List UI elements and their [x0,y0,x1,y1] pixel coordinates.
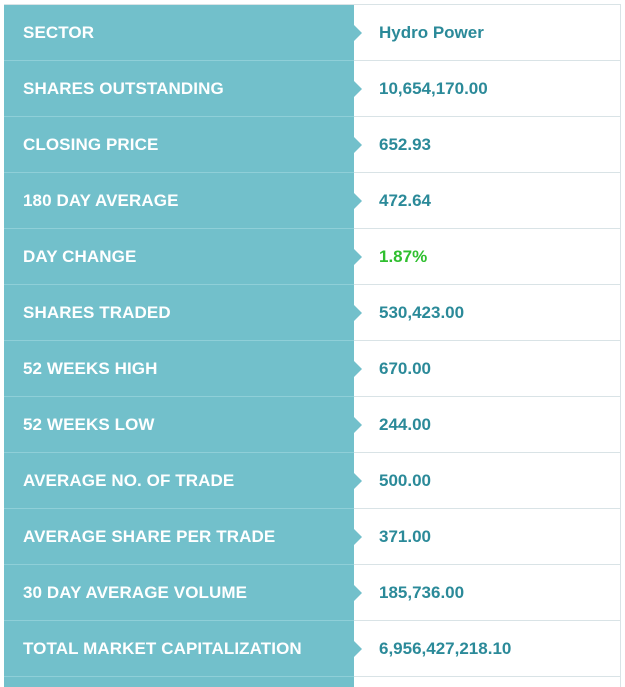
row-value: 500.00 [379,470,431,490]
row-value: Hydro Power [379,22,484,42]
row-value: 530,423.00 [379,302,465,322]
row-label: SHARES OUTSTANDING [23,78,224,98]
label-cell: DAY CHANGE [4,229,362,285]
value-cell: 530,423.00 [354,285,621,340]
row-sector: SECTOR Hydro Power [4,5,621,61]
row-52-weeks-low: 52 WEEKS LOW 244.00 [4,397,621,453]
value-cell: 10,654,170.00 [354,61,621,116]
row-shares-outstanding: SHARES OUTSTANDING 10,654,170.00 [4,61,621,117]
row-label: AVERAGE SHARE PER TRADE [23,526,276,546]
row-label: AVERAGE NO. OF TRADE [23,470,235,490]
row-value: 371.00 [379,526,431,546]
value-cell: 500.00 [354,453,621,508]
row-day-change: DAY CHANGE 1.87% [4,229,621,285]
row-label: 180 DAY AVERAGE [23,190,179,210]
row-label: TOTAL MARKET CAPITALIZATION [23,638,302,658]
value-cell: Hydro Power [354,5,621,60]
value-cell: 371.00 [354,509,621,564]
row-30-day-average-volume: 30 DAY AVERAGE VOLUME 185,736.00 [4,565,621,621]
value-cell: 244.00 [354,397,621,452]
label-cell: SHARES OUTSTANDING [4,61,362,117]
row-value: 670.00 [379,358,431,378]
row-closing-price: CLOSING PRICE 652.93 [4,117,621,173]
label-cell: AVERAGE SHARE PER TRADE [4,509,362,565]
row-label: SHARES TRADED [23,302,171,322]
row-52-weeks-high: 52 WEEKS HIGH 670.00 [4,341,621,397]
row-label: SECTOR [23,22,95,42]
row-label: 30 DAY AVERAGE VOLUME [23,582,248,602]
row-shares-traded: SHARES TRADED 530,423.00 [4,285,621,341]
row-label: 52 WEEKS HIGH [23,358,158,378]
row-average-no-of-trade: AVERAGE NO. OF TRADE 500.00 [4,453,621,509]
value-cell: 1.87% [354,229,621,284]
label-cell: SECTOR [4,5,362,61]
row-total-market-capitalization: TOTAL MARKET CAPITALIZATION 6,956,427,21… [4,621,621,677]
value-cell: 185,736.00 [354,565,621,620]
value-cell: 6,956,427,218.10 [354,621,621,676]
day-change-value: 1.87% [379,246,428,266]
value-cell: 652.93 [354,117,621,172]
value-cell: 670.00 [354,341,621,396]
label-cell: 52 WEEKS LOW [4,397,362,453]
row-value: 472.64 [379,190,431,210]
row-value: 652.93 [379,134,431,154]
row-value: 185,736.00 [379,582,465,602]
value-cell: 472.64 [354,173,621,228]
row-180-day-average: 180 DAY AVERAGE 472.64 [4,173,621,229]
label-cell: CLOSING PRICE [4,117,362,173]
label-cell: 30 DAY AVERAGE VOLUME [4,565,362,621]
row-value: 10,654,170.00 [379,78,488,98]
row-label: DAY CHANGE [23,246,137,266]
label-cell: SHARES TRADED [4,285,362,341]
row-label: 52 WEEKS LOW [23,414,155,434]
row-value: 6,956,427,218.10 [379,638,512,658]
label-cell: TOTAL MARKET CAPITALIZATION [4,621,362,677]
label-cell: 52 WEEKS HIGH [4,341,362,397]
stock-details-table: SECTOR Hydro Power SHARES OUTSTANDING 10… [4,4,621,687]
row-value: 244.00 [379,414,431,434]
row-label: CLOSING PRICE [23,134,159,154]
row-average-share-per-trade: AVERAGE SHARE PER TRADE 371.00 [4,509,621,565]
label-cell: 180 DAY AVERAGE [4,173,362,229]
label-cell: AVERAGE NO. OF TRADE [4,453,362,509]
